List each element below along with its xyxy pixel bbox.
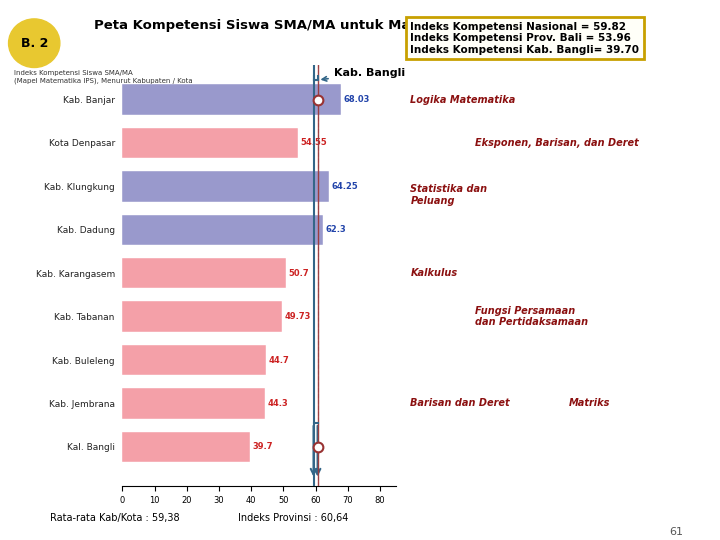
- Bar: [122, 258, 286, 288]
- Text: Peta Kompetensi Siswa SMA/MA untuk Mapel Matematik hasil UN 2013: Peta Kompetensi Siswa SMA/MA untuk Mapel…: [94, 19, 626, 32]
- Text: 68.03: 68.03: [344, 95, 370, 104]
- Text: 44.7: 44.7: [269, 355, 289, 364]
- Text: Rata-rata Kab/Kota : 59,38: Rata-rata Kab/Kota : 59,38: [50, 513, 180, 523]
- Text: 39.7: 39.7: [253, 442, 274, 451]
- Text: Indeks Provinsi : 60,64: Indeks Provinsi : 60,64: [238, 513, 348, 523]
- Text: 64.25: 64.25: [332, 182, 359, 191]
- Text: Fungsi Persamaan
dan Pertidaksamaan: Fungsi Persamaan dan Pertidaksamaan: [475, 306, 588, 327]
- Text: Indeks Kompetensi Nasional = 59.82
Indeks Kompetensi Prov. Bali = 53.96
Indeks K: Indeks Kompetensi Nasional = 59.82 Indek…: [410, 22, 639, 55]
- Text: Logika Matematika: Logika Matematika: [410, 94, 516, 105]
- Text: 44.3: 44.3: [268, 399, 288, 408]
- Text: Indeks Kompetensi Siswa SMA/MA
(Mapel Matematika IPS), Menurut Kabupaten / Kota: Indeks Kompetensi Siswa SMA/MA (Mapel Ma…: [14, 70, 193, 84]
- Bar: [122, 128, 298, 158]
- Text: B. 2: B. 2: [20, 37, 48, 50]
- Text: Statistika dan
Peluang: Statistika dan Peluang: [410, 184, 487, 206]
- Bar: [122, 171, 329, 201]
- Ellipse shape: [9, 19, 60, 68]
- Text: Barisan dan Deret: Barisan dan Deret: [410, 399, 510, 408]
- Text: Kalkulus: Kalkulus: [410, 268, 457, 278]
- Bar: [122, 345, 266, 375]
- Bar: [122, 431, 250, 462]
- Text: 54.55: 54.55: [300, 138, 328, 147]
- Text: 50.7: 50.7: [288, 269, 309, 278]
- Text: 49.73: 49.73: [285, 312, 312, 321]
- Text: Kab. Bangli: Kab. Bangli: [322, 69, 405, 81]
- Bar: [122, 214, 323, 245]
- Text: 61: 61: [670, 526, 683, 537]
- Bar: [122, 388, 265, 418]
- Text: 62.3: 62.3: [325, 225, 346, 234]
- Text: Eksponen, Barisan, dan Deret: Eksponen, Barisan, dan Deret: [475, 138, 639, 148]
- Bar: [122, 301, 282, 332]
- Text: Matriks: Matriks: [569, 399, 610, 408]
- Bar: [122, 84, 341, 114]
